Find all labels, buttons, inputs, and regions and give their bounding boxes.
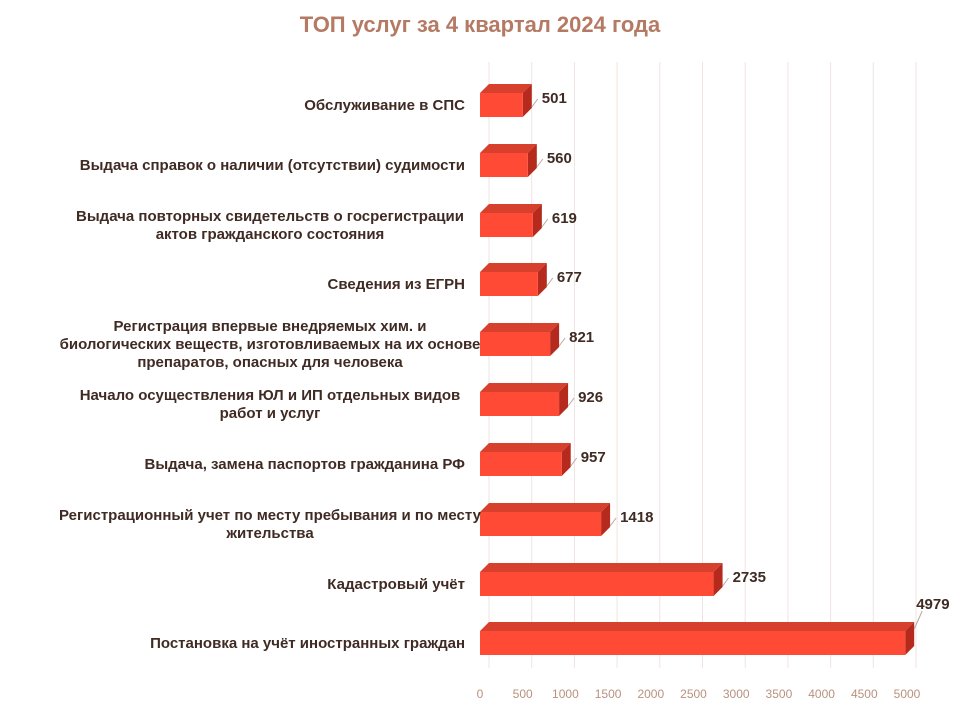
bar — [480, 572, 714, 596]
bar-top-face — [480, 503, 611, 512]
category-label-line: биологических веществ, изготовливаемых н… — [60, 336, 481, 353]
category-label-line: жительства — [225, 525, 314, 542]
data-label: 957 — [581, 449, 606, 466]
data-label: 501 — [542, 90, 567, 107]
category-label-line: Выдача справок о наличии (отсутствии) су… — [80, 157, 465, 174]
bar — [480, 213, 533, 237]
bar-side-face — [527, 144, 537, 177]
x-tick-label: 4500 — [851, 687, 878, 701]
bar-side-face — [522, 84, 532, 117]
category-label: Сведения из ЕГРН — [328, 276, 465, 293]
leader-line — [536, 158, 544, 168]
data-label: 2735 — [733, 569, 766, 586]
bar-side-face — [532, 204, 542, 237]
bar-top-face — [480, 622, 915, 631]
x-tick-label: 1500 — [595, 687, 622, 701]
x-tick-label: 1000 — [552, 687, 579, 701]
x-tick-label: 5000 — [894, 687, 921, 701]
bar — [480, 392, 560, 416]
data-label: 4979 — [916, 596, 949, 613]
leader-line — [546, 277, 554, 287]
leader-line — [558, 337, 566, 347]
value-labels: 501 560 619 677 821 926 957 1418 2735 4979 — [531, 90, 950, 630]
category-label: Регистрационный учет по месту пребывания… — [59, 507, 482, 542]
category-label-line: актов гражданского состояния — [156, 226, 385, 243]
category-label: Начало осуществления ЮЛ и ИП отдельных в… — [80, 387, 461, 422]
bar — [480, 332, 551, 356]
x-axis-ticks: 0 500 1000 1500 2000 2500 3000 3500 4000 4500 5000 — [477, 687, 921, 701]
bar-side-face — [601, 503, 611, 536]
data-label: 677 — [557, 269, 582, 286]
data-label: 821 — [569, 329, 594, 346]
bar-top-face — [480, 84, 532, 93]
bar — [480, 93, 523, 117]
bar — [480, 452, 562, 476]
leader-line — [609, 517, 617, 527]
x-tick-label: 500 — [513, 687, 533, 701]
leader-line — [567, 397, 575, 407]
category-label-line: Регистрационный учет по месту пребывания… — [59, 507, 482, 524]
bars — [480, 84, 915, 655]
bar-top-face — [480, 263, 547, 272]
x-tick-label: 0 — [477, 687, 484, 701]
category-label-line: Выдача повторных свидетельств о госрегис… — [76, 208, 464, 225]
category-label: Обслуживание в СПС — [304, 97, 465, 114]
leader-line — [531, 98, 539, 108]
data-label: 1418 — [620, 509, 653, 526]
leader-line — [722, 577, 729, 587]
leader-line — [570, 457, 578, 467]
category-label-line: Начало осуществления ЮЛ и ИП отдельных в… — [80, 387, 461, 404]
bar-side-face — [559, 383, 569, 416]
x-tick-label: 4000 — [808, 687, 835, 701]
bar — [480, 512, 602, 536]
x-tick-label: 2500 — [680, 687, 707, 701]
chart-title: ТОП услуг за 4 квартал 2024 года — [299, 12, 661, 37]
category-label-line: Выдача, замена паспортов гражданина РФ — [145, 456, 466, 473]
bar-top-face — [480, 383, 569, 392]
bar-side-face — [561, 443, 571, 476]
category-label: Постановка на учёт иностранных граждан — [150, 635, 465, 652]
category-label: Выдача повторных свидетельств о госрегис… — [76, 208, 464, 243]
bar — [480, 272, 538, 296]
bar-top-face — [480, 323, 560, 332]
category-label-line: препаратов, опасных для человека — [137, 354, 403, 371]
bar — [480, 631, 906, 655]
bar-top-face — [480, 563, 723, 572]
category-label-line: Регистрация впервые внедряемых хим. и — [114, 318, 427, 335]
x-tick-label: 2000 — [637, 687, 664, 701]
data-label: 926 — [578, 389, 603, 406]
gridlines — [488, 62, 917, 668]
bar-side-face — [550, 323, 560, 356]
leader-line — [541, 218, 549, 228]
category-label-line: Постановка на учёт иностранных граждан — [150, 635, 465, 652]
data-label: 619 — [552, 210, 577, 227]
bar — [480, 153, 528, 177]
bar-top-face — [480, 443, 571, 452]
category-label: Кадастровый учёт — [327, 576, 465, 593]
category-label-line: Обслуживание в СПС — [304, 97, 465, 114]
category-label-line: Кадастровый учёт — [327, 576, 465, 593]
category-label-line: Сведения из ЕГРН — [328, 276, 465, 293]
x-tick-label: 3500 — [766, 687, 793, 701]
bar-side-face — [713, 563, 723, 596]
category-label: Выдача, замена паспортов гражданина РФ — [145, 456, 466, 473]
bar-side-face — [905, 622, 915, 655]
bar-top-face — [480, 204, 542, 213]
x-tick-label: 3000 — [723, 687, 750, 701]
leader-line — [913, 610, 923, 630]
category-labels: Обслуживание в СПС Выдача справок о налич… — [59, 97, 482, 652]
data-label: 560 — [547, 150, 572, 167]
category-label-line: работ и услуг — [220, 405, 321, 422]
category-label: Регистрация впервые внедряемых хим. и био… — [60, 318, 481, 371]
bar-top-face — [480, 144, 537, 153]
category-label: Выдача справок о наличии (отсутствии) су… — [80, 157, 465, 174]
bar-side-face — [537, 263, 547, 296]
